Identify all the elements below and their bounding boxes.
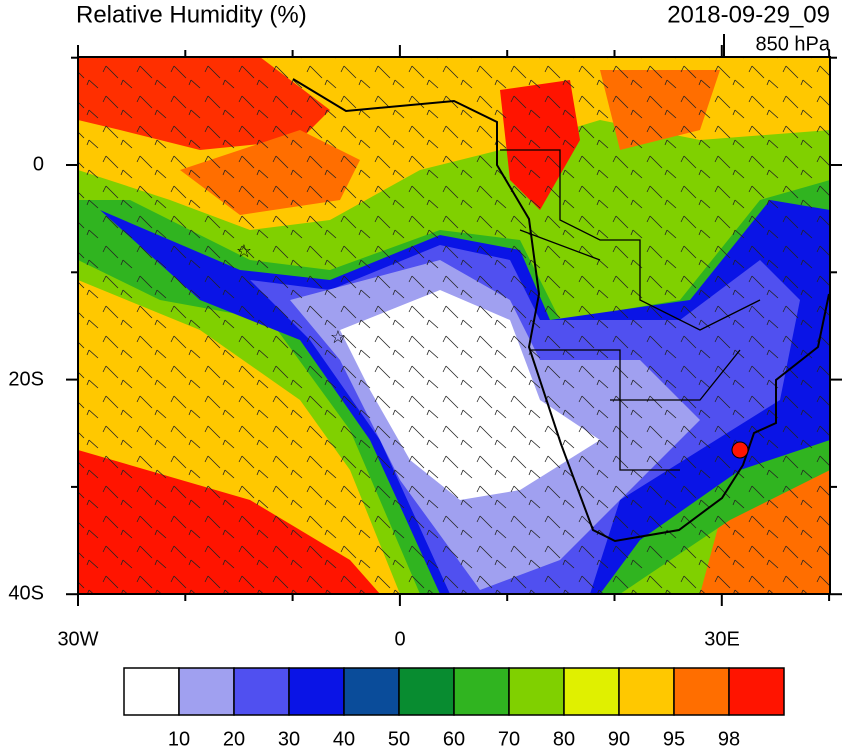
colorbar-label: 10 xyxy=(168,728,190,750)
lon-label: 0 xyxy=(394,628,405,650)
star: ☆ xyxy=(236,241,252,261)
color-swatch xyxy=(178,667,235,716)
axis-ticks: 0 20S 40S 30W 0 30E xyxy=(8,45,842,650)
colorbar-label: 95 xyxy=(663,728,685,750)
wind-barbs xyxy=(78,57,830,594)
coastline xyxy=(292,78,830,543)
lon-label: 30W xyxy=(57,628,98,650)
colorbar-label: 20 xyxy=(223,728,245,750)
colorbar-label: 40 xyxy=(333,728,355,750)
color-swatch xyxy=(288,667,345,716)
level: 850 hPa xyxy=(755,33,830,55)
colorbar-label: 60 xyxy=(443,728,465,750)
lon-label: 30E xyxy=(704,628,740,650)
map-field: ☆ ☆ xyxy=(78,57,830,594)
color-swatch xyxy=(508,667,565,716)
lat-label: 20S xyxy=(8,368,44,390)
color-swatch xyxy=(123,667,180,716)
map-frame xyxy=(77,56,831,595)
color-swatch xyxy=(233,667,290,716)
colorbar-label: 98 xyxy=(718,728,740,750)
valid-time: 2018-09-29_09 xyxy=(667,1,830,28)
colorbar-label: 80 xyxy=(553,728,575,750)
color-swatch xyxy=(618,667,675,716)
borders xyxy=(500,149,761,471)
colorbar-label: 50 xyxy=(388,728,410,750)
title: Relative Humidity (%) xyxy=(76,1,307,28)
star: ☆ xyxy=(330,327,346,347)
colorbar-label: 70 xyxy=(498,728,520,750)
color-swatch xyxy=(563,667,620,716)
color-swatch xyxy=(453,667,510,716)
color-swatch xyxy=(398,667,455,716)
color-swatch xyxy=(728,667,785,716)
colorbar: 10 20 30 40 50 60 70 80 90 95 98 xyxy=(123,667,785,750)
lat-label: 0 xyxy=(33,153,44,175)
lat-label: 40S xyxy=(8,582,44,604)
feature xyxy=(731,441,749,459)
colorbar-label: 30 xyxy=(278,728,300,750)
color-swatch xyxy=(343,667,400,716)
colorbar-label: 90 xyxy=(608,728,630,750)
color-swatch xyxy=(673,667,730,716)
